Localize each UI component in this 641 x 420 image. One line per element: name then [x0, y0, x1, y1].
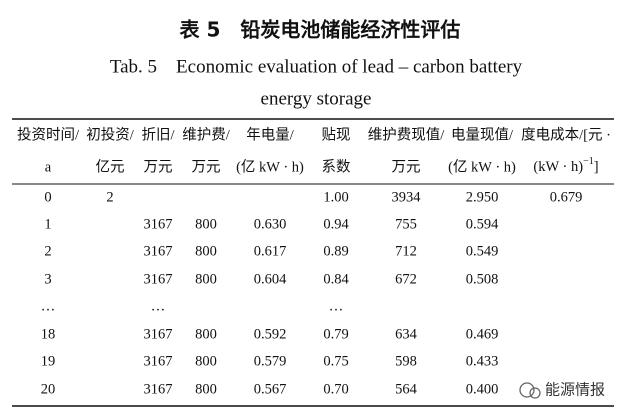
table-cell: 0.70: [323, 381, 348, 397]
watermark-icon: [519, 382, 541, 399]
table-cell: 1.00: [323, 189, 348, 205]
table-cell: 800: [195, 326, 217, 342]
table-cell: 20: [41, 381, 56, 397]
table-cell: 672: [395, 271, 417, 287]
header-cell: 折旧/: [141, 126, 175, 143]
header-text: (kW · h): [533, 159, 583, 175]
table-cell: 0.549: [466, 243, 499, 259]
table-cell: 0.94: [323, 216, 349, 232]
header-cell: 年电量/: [246, 126, 294, 143]
header-cell: 维护费现值/: [368, 126, 445, 143]
header-sup: −1: [583, 156, 594, 167]
table-cell: 3167: [144, 271, 173, 287]
header-cell: 万元: [192, 159, 221, 175]
header-cell: 亿元: [96, 158, 125, 175]
table-cell: 3167: [144, 243, 173, 259]
header-cell: 贴现: [322, 126, 351, 143]
table-cell: 800: [195, 271, 217, 287]
header-text: ]: [594, 159, 599, 175]
table-cell: 3167: [144, 353, 173, 369]
table-cell: 0.508: [466, 271, 499, 287]
table-cell: 0: [44, 189, 51, 205]
caption-en: energy storage: [261, 88, 372, 109]
table-cell: 1: [44, 216, 51, 232]
header-cell: 万元: [144, 159, 173, 175]
table-cell: …: [329, 298, 344, 314]
table-cell: 0.469: [466, 326, 499, 342]
table-cell: 800: [195, 353, 217, 369]
header-cell: (亿 kW · h): [236, 158, 304, 175]
table-cell: 712: [395, 243, 417, 259]
table-cell: 564: [395, 381, 418, 397]
table-cell: 0.75: [323, 353, 348, 369]
table-cell: 0.594: [466, 216, 499, 232]
table-cell: 0.433: [466, 353, 499, 369]
table-cell: …: [41, 298, 56, 314]
caption-cn: 表 5 铅炭电池储能经济性评估: [180, 18, 461, 42]
header-cell: a: [45, 159, 52, 175]
table-cell: 2: [44, 243, 51, 259]
header-cell: 投资时间/: [17, 126, 80, 143]
table-cell: 3: [44, 271, 51, 287]
table-cell: 800: [195, 381, 217, 397]
table-cell: …: [151, 298, 166, 314]
table-cell: 3167: [144, 381, 173, 397]
table-cell: 0.630: [254, 216, 287, 232]
table-cell: 19: [41, 353, 56, 369]
header-cell: 维护费/: [182, 126, 230, 143]
table-cell: 0.84: [323, 271, 349, 287]
table-cell: 2.950: [466, 189, 499, 205]
header-cell: 系数: [322, 158, 351, 175]
table-cell: 0.592: [254, 326, 287, 342]
table-cell: 598: [395, 353, 417, 369]
table-cell: 0.617: [254, 243, 287, 259]
table-cell: 0.89: [323, 243, 348, 259]
header-cell: 度电成本/[元 ·: [521, 126, 611, 143]
table-cell: 634: [395, 326, 418, 342]
table-cell: 0.604: [254, 271, 287, 287]
table-cell: 0.567: [254, 381, 287, 397]
header-cell: 初投资/: [86, 126, 134, 143]
table-cell: 800: [195, 243, 217, 259]
table-cell: 2: [106, 189, 113, 205]
watermark: 能源情报: [545, 381, 605, 399]
table-cell: 3167: [144, 216, 173, 232]
table-cell: 0.79: [323, 326, 348, 342]
table-cell: 0.400: [466, 381, 499, 397]
table-cell: 3934: [392, 189, 422, 205]
header-cell: 电量现值/: [451, 126, 514, 143]
header-cell: 万元: [392, 159, 421, 175]
table-cell: 0.679: [550, 189, 583, 205]
table-cell: 18: [41, 326, 56, 342]
table-cell: 3167: [144, 326, 173, 342]
caption-en: Tab. 5 Economic evaluation of lead – car…: [110, 56, 523, 77]
table-cell: 800: [195, 216, 217, 232]
header-cell: (亿 kW · h): [448, 158, 516, 175]
table-cell: 0.579: [254, 353, 287, 369]
table-cell: 755: [395, 216, 417, 232]
header-cell: (kW · h)−1]: [533, 156, 598, 175]
